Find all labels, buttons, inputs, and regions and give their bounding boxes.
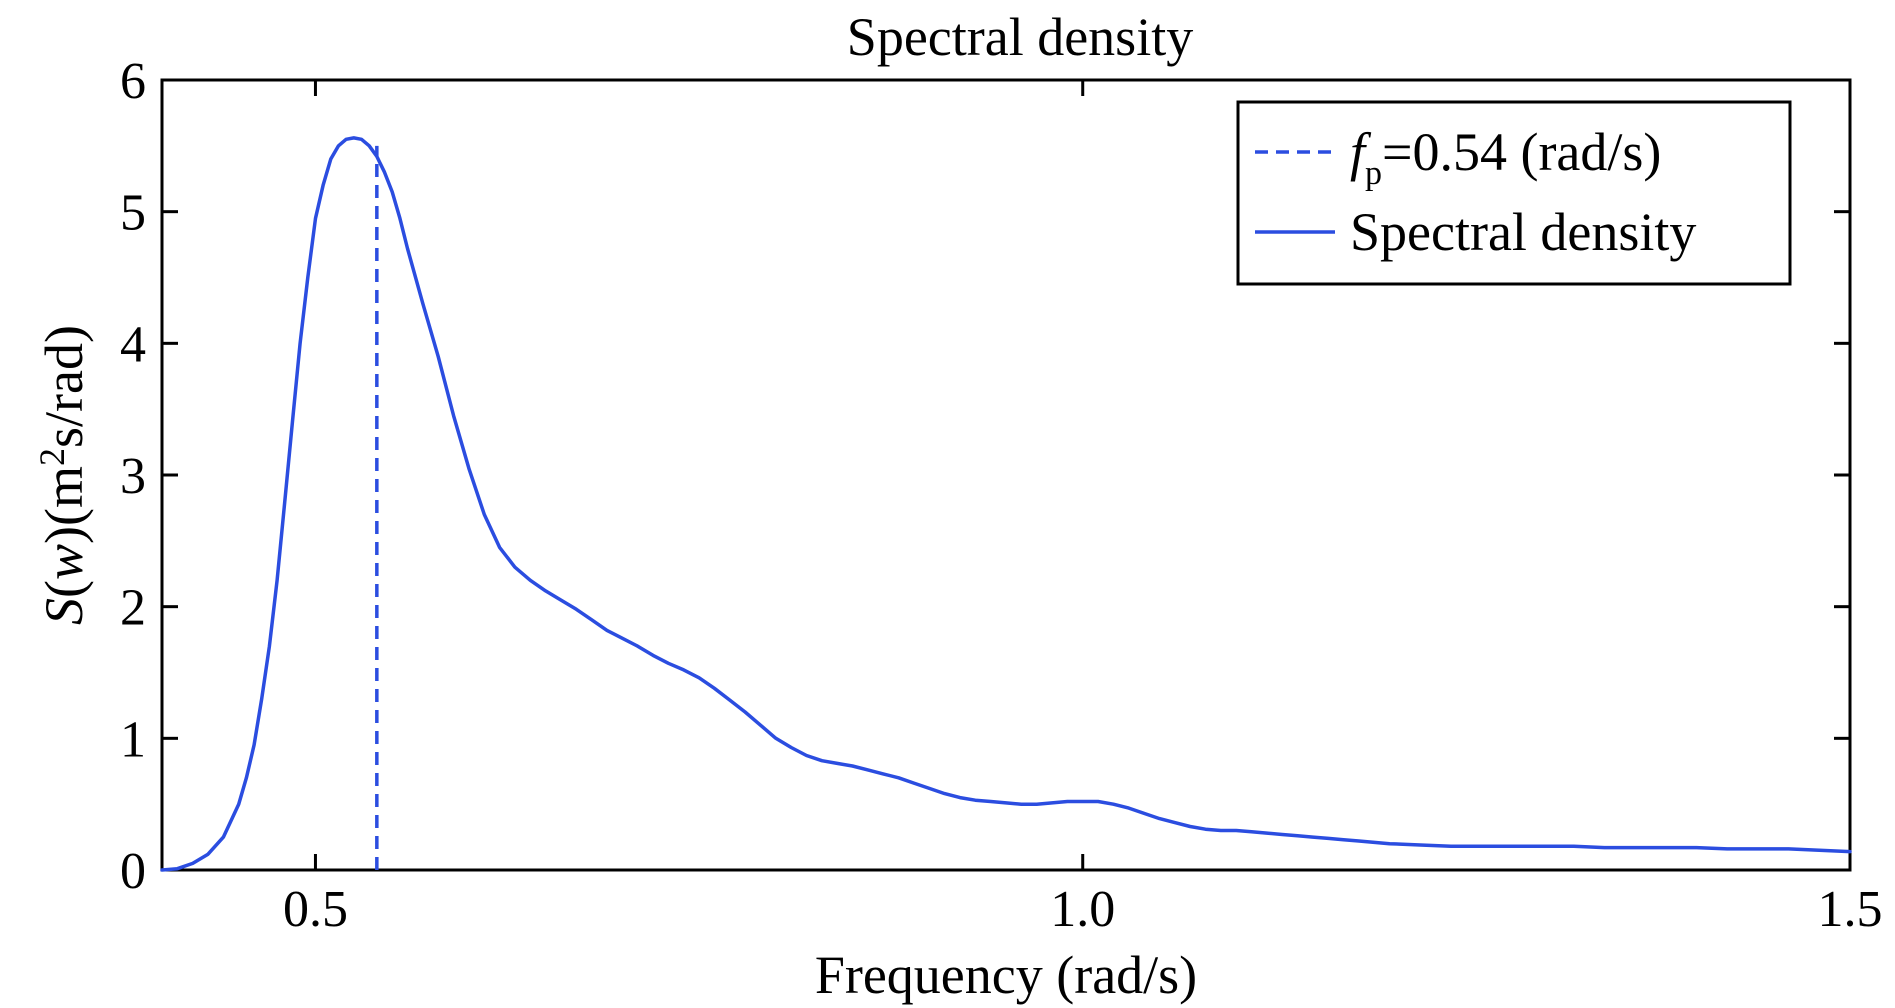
x-axis-ticks: 0.5 1.0 1.5 bbox=[283, 80, 1883, 938]
y-tick-label: 0 bbox=[120, 843, 146, 900]
legend: fp=0.54 (rad/s) Spectral density bbox=[1236, 100, 1792, 286]
y-label-var-w: w bbox=[34, 544, 94, 580]
y-tick-label: 6 bbox=[120, 53, 146, 110]
y-label-var-s: S bbox=[34, 598, 94, 625]
x-tick-label: 1.5 bbox=[1818, 881, 1883, 938]
x-axis-label: Frequency (rad/s) bbox=[815, 945, 1197, 1005]
legend-label-peak: fp=0.54 (rad/s) bbox=[1350, 122, 1661, 192]
y-tick-label: 4 bbox=[120, 316, 146, 373]
x-tick-label: 0.5 bbox=[283, 881, 348, 938]
chart-title: Spectral density bbox=[847, 7, 1193, 67]
legend-box bbox=[1236, 100, 1792, 286]
legend-label-spectral-density: Spectral density bbox=[1350, 202, 1696, 262]
spectral-density-line bbox=[160, 136, 1852, 872]
y-tick-label: 1 bbox=[120, 711, 146, 768]
y-label-mid: )(m bbox=[34, 466, 94, 544]
y-axis-label: S(w)(m2s/rad) bbox=[32, 325, 94, 625]
y-axis-ticks: 0 1 2 3 4 5 6 bbox=[120, 53, 1850, 900]
legend-subscript-p: p bbox=[1365, 155, 1382, 192]
y-tick-label: 3 bbox=[120, 448, 146, 505]
y-tick-label: 5 bbox=[120, 185, 146, 242]
y-label-superscript: 2 bbox=[32, 448, 72, 466]
legend-peak-value: =0.54 (rad/s) bbox=[1382, 122, 1661, 182]
series-layer bbox=[160, 136, 1852, 872]
x-tick-label: 1.0 bbox=[1050, 881, 1115, 938]
y-tick-label: 2 bbox=[120, 580, 146, 637]
y-label-post: s/rad) bbox=[34, 325, 94, 448]
y-label-open-paren: ( bbox=[34, 580, 94, 598]
